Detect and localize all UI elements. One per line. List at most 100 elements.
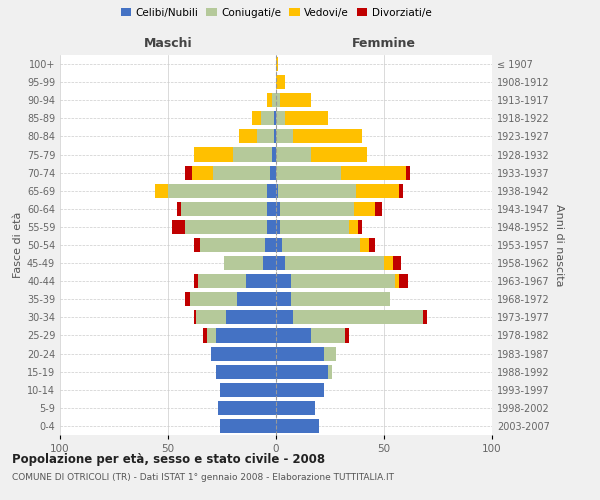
Bar: [276, 292, 291, 306]
Text: Maschi: Maschi: [143, 36, 193, 50]
Bar: [360, 238, 369, 252]
Bar: [349, 220, 358, 234]
Bar: [311, 328, 345, 342]
Bar: [276, 401, 315, 415]
Bar: [207, 328, 215, 342]
Bar: [276, 256, 284, 270]
Bar: [265, 238, 276, 252]
Bar: [168, 184, 268, 198]
Bar: [280, 202, 354, 216]
Bar: [268, 220, 276, 234]
Bar: [345, 328, 349, 342]
Bar: [369, 238, 376, 252]
Bar: [276, 274, 291, 288]
Bar: [194, 310, 196, 324]
Bar: [276, 166, 341, 179]
Bar: [185, 220, 268, 234]
Bar: [192, 166, 214, 179]
Bar: [211, 346, 276, 360]
Bar: [293, 310, 423, 324]
Bar: [198, 274, 246, 288]
Bar: [185, 166, 192, 179]
Bar: [276, 75, 284, 89]
Bar: [276, 364, 328, 378]
Bar: [276, 419, 319, 433]
Bar: [196, 310, 226, 324]
Bar: [194, 148, 233, 162]
Bar: [239, 130, 257, 143]
Bar: [276, 184, 278, 198]
Bar: [269, 166, 276, 179]
Bar: [311, 148, 367, 162]
Bar: [203, 328, 207, 342]
Bar: [276, 238, 283, 252]
Bar: [194, 238, 200, 252]
Bar: [274, 112, 276, 126]
Bar: [280, 93, 311, 108]
Bar: [276, 112, 284, 126]
Bar: [155, 184, 168, 198]
Bar: [276, 328, 311, 342]
Bar: [283, 238, 360, 252]
Bar: [276, 310, 293, 324]
Bar: [252, 112, 261, 126]
Bar: [276, 57, 278, 71]
Bar: [278, 184, 356, 198]
Bar: [276, 130, 293, 143]
Bar: [268, 202, 276, 216]
Bar: [356, 184, 399, 198]
Bar: [263, 256, 276, 270]
Bar: [220, 419, 276, 433]
Bar: [392, 256, 401, 270]
Bar: [185, 292, 190, 306]
Y-axis label: Anni di nascita: Anni di nascita: [554, 204, 564, 286]
Bar: [215, 328, 276, 342]
Bar: [274, 130, 276, 143]
Bar: [257, 130, 274, 143]
Bar: [272, 148, 276, 162]
Bar: [395, 274, 399, 288]
Bar: [237, 292, 276, 306]
Bar: [399, 184, 403, 198]
Bar: [268, 93, 272, 108]
Text: Popolazione per età, sesso e stato civile - 2008: Popolazione per età, sesso e stato civil…: [12, 452, 325, 466]
Bar: [291, 274, 395, 288]
Bar: [276, 382, 323, 397]
Bar: [284, 112, 328, 126]
Bar: [376, 202, 382, 216]
Y-axis label: Fasce di età: Fasce di età: [13, 212, 23, 278]
Bar: [272, 93, 276, 108]
Bar: [358, 220, 362, 234]
Bar: [323, 346, 337, 360]
Bar: [291, 292, 391, 306]
Bar: [399, 274, 408, 288]
Bar: [328, 364, 332, 378]
Bar: [172, 220, 185, 234]
Bar: [194, 274, 198, 288]
Bar: [284, 256, 384, 270]
Bar: [293, 130, 362, 143]
Bar: [384, 256, 392, 270]
Bar: [276, 148, 311, 162]
Bar: [226, 310, 276, 324]
Bar: [190, 292, 237, 306]
Bar: [341, 166, 406, 179]
Bar: [181, 202, 268, 216]
Bar: [176, 202, 181, 216]
Bar: [276, 202, 280, 216]
Bar: [268, 184, 276, 198]
Bar: [224, 256, 263, 270]
Bar: [218, 401, 276, 415]
Bar: [220, 382, 276, 397]
Bar: [261, 112, 274, 126]
Bar: [233, 148, 272, 162]
Bar: [354, 202, 376, 216]
Bar: [215, 364, 276, 378]
Bar: [200, 238, 265, 252]
Legend: Celibi/Nubili, Coniugati/e, Vedovi/e, Divorziati/e: Celibi/Nubili, Coniugati/e, Vedovi/e, Di…: [121, 8, 431, 18]
Text: COMUNE DI OTRICOLI (TR) - Dati ISTAT 1° gennaio 2008 - Elaborazione TUTTITALIA.I: COMUNE DI OTRICOLI (TR) - Dati ISTAT 1° …: [12, 472, 394, 482]
Bar: [276, 220, 280, 234]
Bar: [406, 166, 410, 179]
Bar: [423, 310, 427, 324]
Bar: [280, 220, 349, 234]
